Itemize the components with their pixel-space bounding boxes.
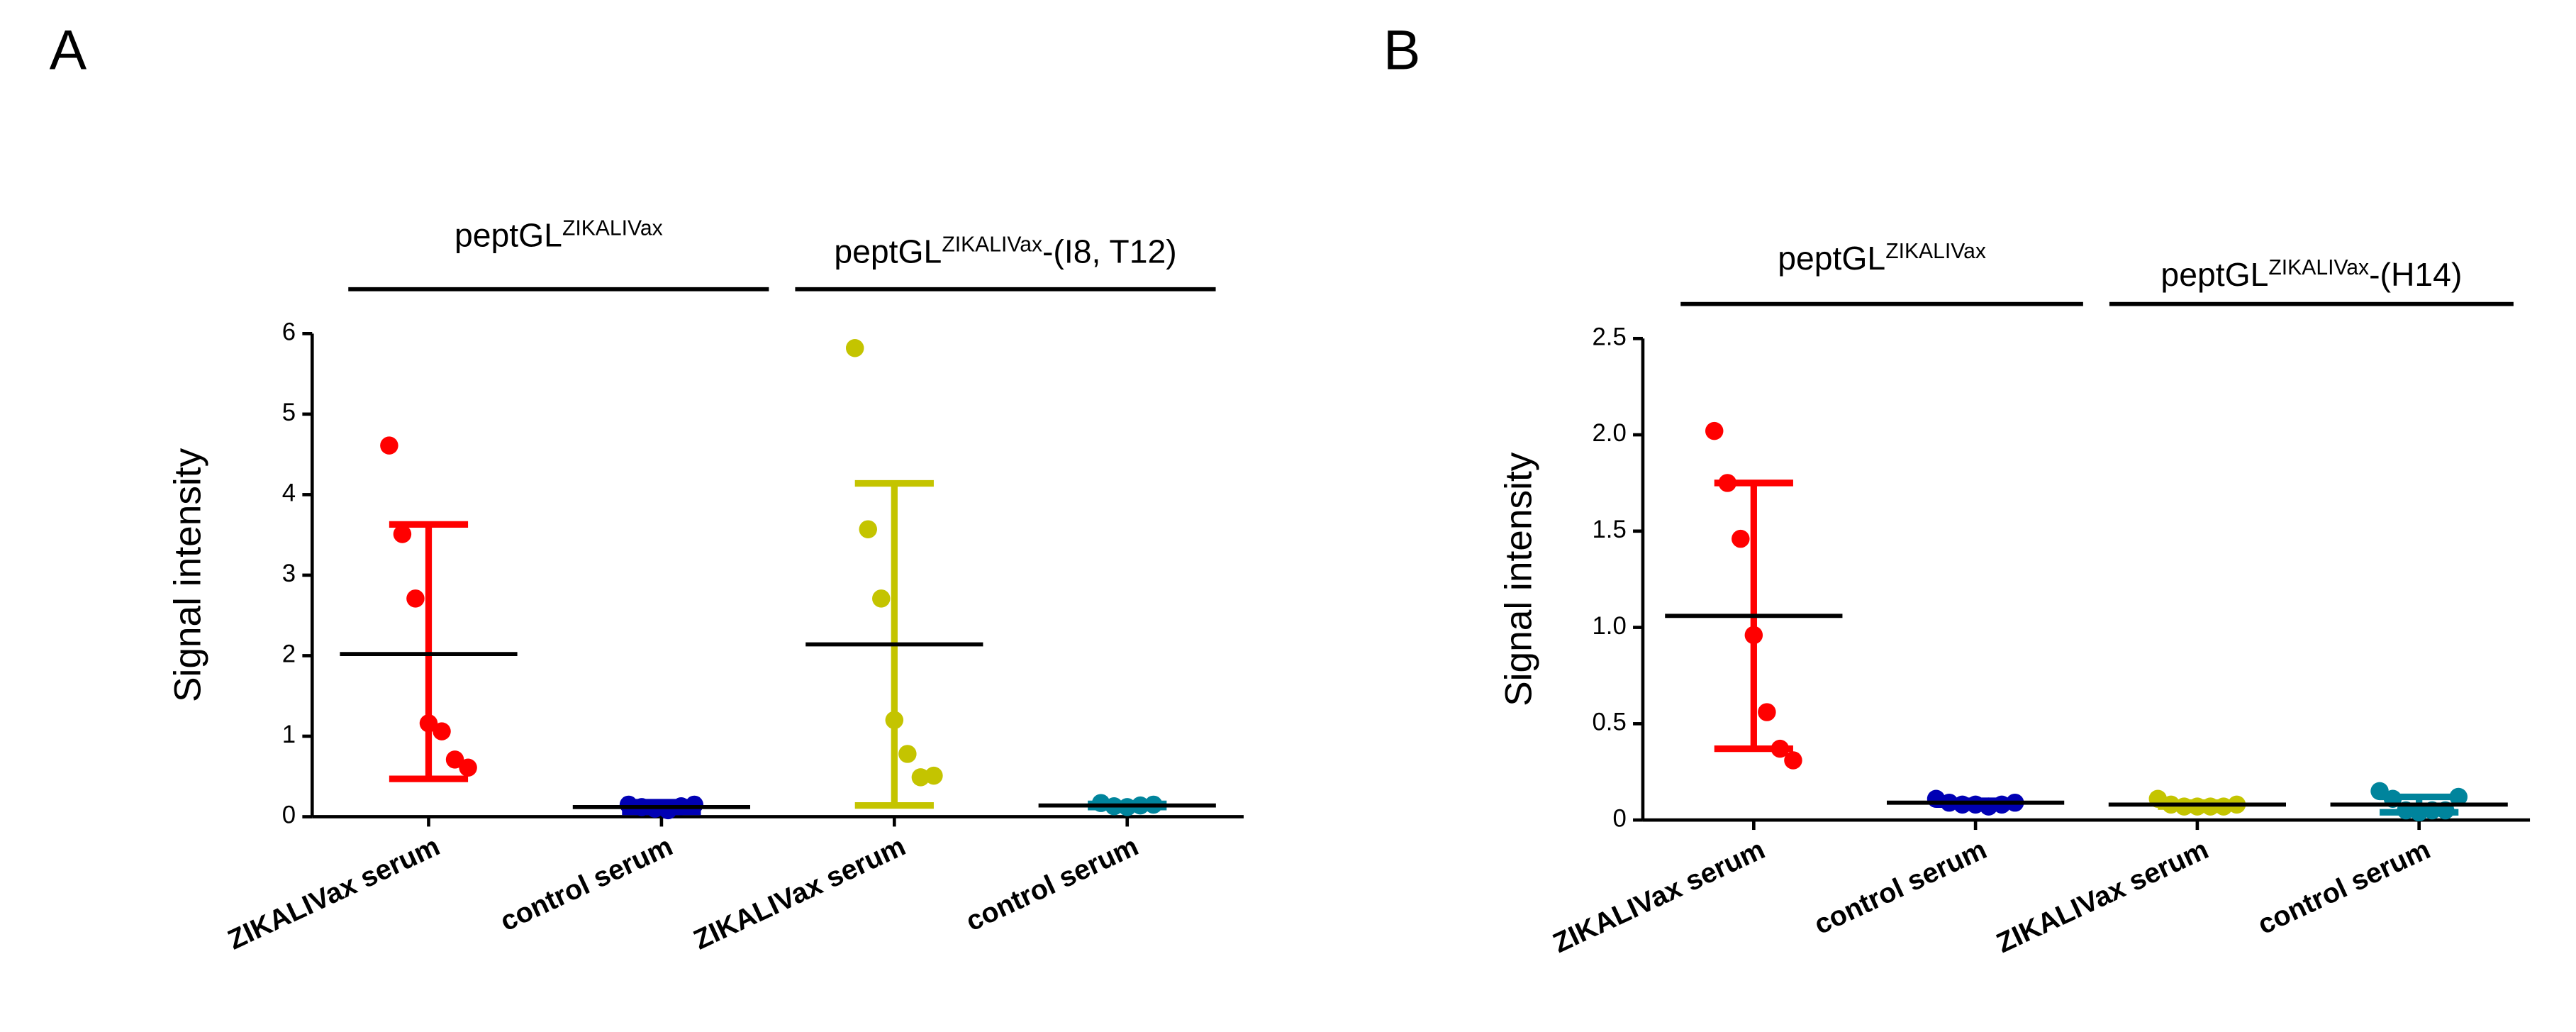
y-tick-label: 2 (282, 641, 296, 668)
group-label: peptGLZIKALIVax (1778, 239, 1986, 277)
y-tick-label: 2.0 (1592, 420, 1626, 447)
y-tick-label: 1.5 (1592, 516, 1626, 543)
group-label-main: peptGL (455, 217, 562, 254)
group-label: peptGLZIKALIVax-(I8, T12) (834, 233, 1176, 270)
x-tick-label: ZIKALIVax serum (223, 831, 445, 956)
y-tick-label: 6 (282, 318, 296, 345)
y-tick-label: 1.0 (1592, 613, 1626, 640)
data-point (925, 766, 943, 785)
y-axis-label: Signal intensity (1498, 452, 1539, 706)
y-axis-label: Signal intensity (167, 448, 209, 702)
panel-label: B (1383, 18, 1421, 81)
x-tick-label: ZIKALIVax serum (1992, 833, 2213, 959)
x-tick-label: control serum (496, 831, 678, 938)
data-point (1705, 421, 1724, 440)
y-tick-label: 5 (282, 399, 296, 426)
group-label-sup: ZIKALIVax (2268, 256, 2369, 279)
panel-label: A (50, 18, 87, 81)
y-tick-label: 0 (282, 802, 296, 829)
group-label-main: peptGL (1778, 240, 1885, 277)
x-tick-label: control serum (961, 831, 1144, 938)
group-label-sup: ZIKALIVax (1885, 239, 1986, 262)
y-tick-label: 3 (282, 560, 296, 587)
data-point (459, 758, 477, 777)
y-tick-label: 0 (1612, 805, 1626, 832)
group-label: peptGLZIKALIVax (455, 216, 663, 253)
data-point (898, 745, 917, 763)
data-point (911, 768, 930, 787)
data-point (406, 589, 425, 608)
group-label-main: peptGL (834, 233, 942, 270)
data-point (1732, 529, 1750, 548)
y-tick-label: 1 (282, 721, 296, 748)
data-point (845, 339, 864, 357)
group-label-sup: ZIKALIVax (562, 216, 663, 240)
x-tick-label: control serum (2253, 833, 2435, 941)
group-label-suffix: -(H14) (2369, 256, 2462, 293)
data-point (445, 750, 464, 769)
x-tick-label: control serum (1810, 833, 1992, 941)
data-point (1784, 751, 1802, 770)
y-tick-label: 2.5 (1592, 323, 1626, 350)
group-label: peptGLZIKALIVax-(H14) (2160, 256, 2462, 294)
y-tick-label: 0.5 (1592, 709, 1626, 736)
data-point (872, 589, 891, 608)
x-tick-label: ZIKALIVax serum (1549, 833, 1770, 959)
data-point (1758, 703, 1776, 721)
data-point (393, 525, 412, 543)
data-point (433, 722, 451, 740)
data-point (859, 520, 877, 538)
x-tick-label: ZIKALIVax serum (689, 831, 910, 956)
data-point (380, 436, 398, 455)
group-label-main: peptGL (2160, 256, 2268, 293)
group-label-sup: ZIKALIVax (942, 233, 1042, 256)
y-tick-label: 4 (282, 480, 296, 507)
group-label-suffix: -(I8, T12) (1042, 233, 1177, 270)
